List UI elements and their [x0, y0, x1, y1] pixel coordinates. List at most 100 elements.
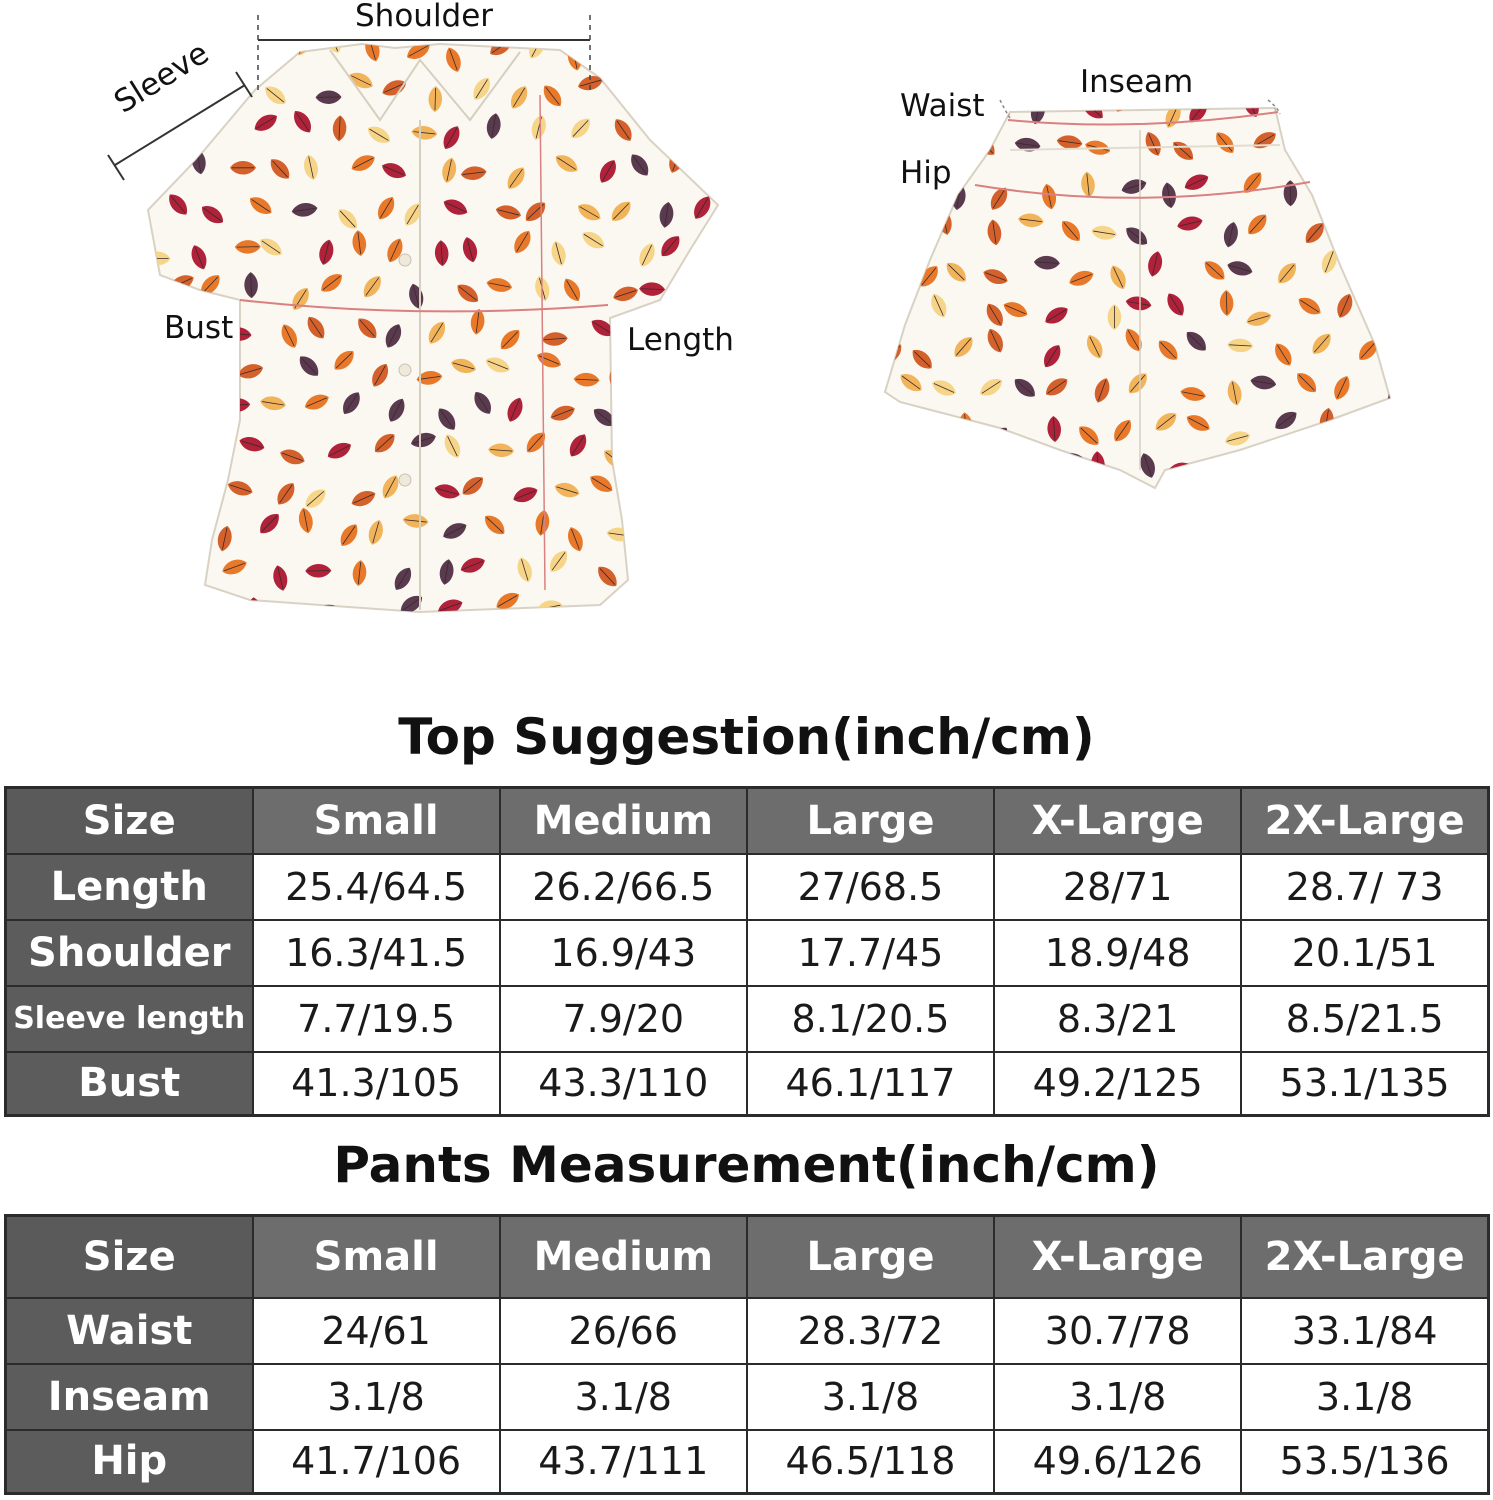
leaf-vein	[1226, 435, 1249, 442]
table-cell: 27/68.5	[745, 852, 996, 921]
garment-illustration	[107, 15, 1396, 614]
leaf-pattern-icon	[167, 114, 193, 128]
leaf-vein	[653, 529, 666, 550]
table-cell: 26.2/66.5	[498, 852, 748, 921]
leaf-pattern-icon	[288, 610, 311, 612]
leaf-vein	[1113, 267, 1124, 288]
leaf-vein	[497, 595, 518, 607]
leaf-vein	[1277, 344, 1290, 365]
leaf-vein	[632, 95, 655, 100]
leaf-vein	[1093, 230, 1116, 235]
leaf-pattern-icon	[1243, 108, 1259, 117]
top-col-large: Large	[745, 786, 996, 855]
table-cell: 28.3/72	[745, 1296, 996, 1365]
leaf-vein	[194, 246, 204, 268]
leaf-vein	[1310, 111, 1331, 121]
table-row: Waist 24/61 26/66 28.3/72 30.7/78 33.1/8…	[4, 1296, 1490, 1365]
leaf-vein	[1249, 215, 1265, 233]
leaf-pattern-icon	[1367, 108, 1381, 116]
leaf-vein	[612, 363, 622, 385]
leaf-vein	[977, 137, 994, 154]
leaf-vein	[369, 128, 389, 141]
leaf-pattern-icon	[687, 127, 713, 142]
table-cell: 3.1/8	[251, 1362, 501, 1431]
inseam-label: Inseam	[1080, 64, 1194, 100]
leaf-vein	[1394, 388, 1396, 410]
leaf-vein	[662, 237, 678, 255]
hip-label: Hip	[900, 155, 952, 191]
leaf-vein	[148, 599, 149, 602]
row-label-sleeve-length: Sleeve length	[4, 984, 254, 1053]
leaf-vein	[1300, 144, 1313, 164]
leaf-vein	[157, 564, 170, 585]
leaf-vein	[256, 116, 276, 129]
leaf-vein	[281, 452, 303, 462]
leaf-pattern-icon	[1361, 167, 1376, 193]
pants-col-small: Small	[251, 1214, 501, 1299]
leaf-pattern-icon	[150, 470, 167, 494]
waist-label: Waist	[900, 88, 985, 124]
leaf-vein	[490, 449, 513, 452]
table-cell: 49.2/125	[993, 1050, 1243, 1117]
table-cell: 3.1/8	[993, 1362, 1243, 1431]
leaf-vein	[170, 195, 186, 214]
leaf-vein	[406, 204, 419, 225]
table-row: Bust 41.3/105 43.3/110 46.1/117 49.2/125…	[4, 1050, 1490, 1117]
leaf-pattern-icon	[885, 108, 892, 123]
leaf-pattern-icon	[172, 515, 187, 541]
leaf-vein	[342, 525, 356, 545]
table-cell: 8.3/21	[993, 984, 1243, 1053]
leaf-vein	[449, 49, 458, 71]
leaf-vein	[148, 283, 154, 291]
leaf-pattern-icon	[171, 604, 188, 612]
leaf-pattern-icon	[206, 358, 224, 381]
leaf-vein	[1188, 417, 1209, 429]
pants-col-xlarge: X-Large	[993, 1214, 1243, 1299]
leaf-vein	[1016, 142, 1039, 147]
leaf-vein	[687, 606, 702, 612]
leaf-vein	[203, 207, 222, 222]
leaf-vein	[476, 393, 490, 413]
leaf-vein	[253, 599, 256, 612]
leaf-vein	[445, 127, 458, 148]
leaf-pattern-icon	[1214, 457, 1241, 472]
leaf-vein	[628, 562, 651, 567]
leaf-vein	[303, 509, 309, 532]
table-cell: 24/61	[251, 1296, 501, 1365]
leaf-vein	[1127, 330, 1140, 350]
leaf-vein	[626, 597, 634, 612]
leaf-vein	[1182, 391, 1204, 397]
leaf-vein	[1229, 264, 1251, 272]
leaf-pattern-icon	[633, 404, 650, 426]
leaf-vein	[444, 561, 449, 583]
table-cell: 17.7/45	[745, 918, 996, 987]
leaf-vein	[1046, 185, 1052, 208]
table-cell: 53.1/135	[1240, 1050, 1490, 1117]
leaf-pattern-icon	[1014, 459, 1033, 479]
table-cell: 20.1/51	[1240, 918, 1490, 987]
leaf-vein	[1086, 173, 1090, 196]
leaf-vein	[293, 207, 316, 212]
top-col-2xlarge: 2X-Large	[1240, 786, 1490, 855]
pants-col-large: Large	[745, 1214, 996, 1299]
leaf-pattern-icon	[1365, 138, 1386, 156]
leaf-vein	[1143, 454, 1152, 477]
leaf-vein	[1046, 309, 1067, 322]
table-cell: 26/66	[498, 1296, 748, 1365]
leaf-vein	[1016, 380, 1034, 396]
leaf-vein	[391, 400, 403, 421]
leaf-vein	[510, 399, 520, 420]
leaf-vein	[404, 519, 427, 523]
leaf-vein	[509, 168, 523, 188]
leaf-vein	[216, 439, 236, 452]
leaf-vein	[178, 458, 201, 462]
leaf-pattern-icon	[176, 452, 203, 467]
top-table-corner-header: Size	[4, 786, 254, 855]
leaf-vein	[1070, 273, 1092, 283]
leaf-vein	[488, 282, 511, 288]
leaf-vein	[436, 488, 458, 495]
leaf-vein	[439, 602, 461, 611]
leaf-vein	[1300, 299, 1320, 313]
leaf-vein	[229, 484, 251, 493]
leaf-vein	[1157, 414, 1175, 429]
